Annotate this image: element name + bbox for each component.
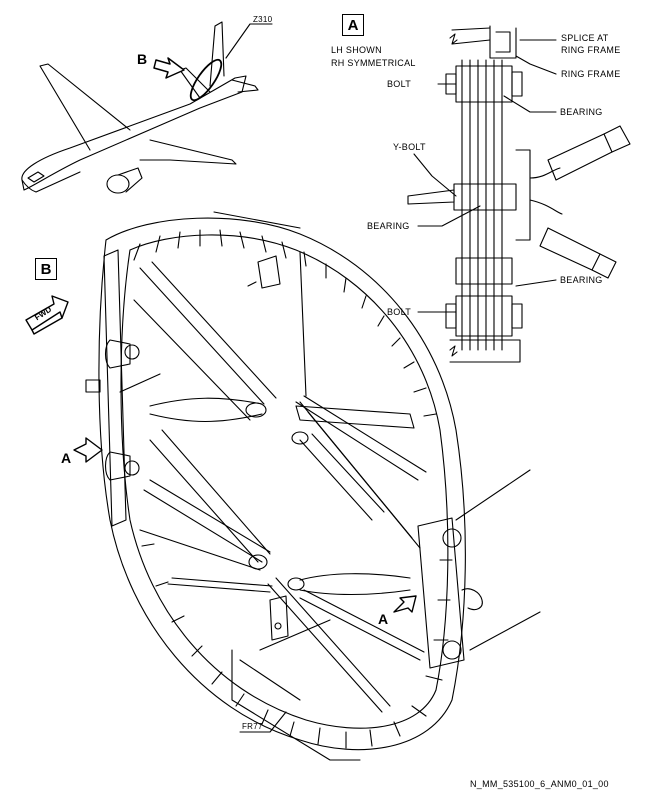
bolt-label-top: BOLT [387, 79, 412, 89]
rh-symmetrical-label: RH SYMMETRICAL [331, 58, 416, 68]
ring-frame-label-1: RING FRAME [561, 45, 621, 55]
aircraft-sketch [21, 21, 273, 194]
view-b-callout: B [137, 51, 148, 67]
view-a-box: A [342, 14, 364, 36]
drawing-id: N_MM_535100_6_ANM0_01_00 [470, 779, 609, 789]
splice-at-label: SPLICE AT [561, 33, 609, 43]
bearing-label-top: BEARING [560, 107, 603, 117]
bolt-label-low: BOLT [387, 307, 412, 317]
callout-a-right: A [378, 611, 389, 627]
detail-a-section [407, 25, 631, 363]
y-bolt-label: Y-BOLT [393, 142, 426, 152]
view-b-box: B [35, 258, 57, 280]
bearing-label-mid: BEARING [367, 221, 410, 231]
bulkhead-ring [73, 211, 541, 761]
bearing-label-low: BEARING [560, 275, 603, 285]
fwd-arrow-icon [25, 295, 69, 335]
zone-label: Z310 [253, 15, 273, 24]
lh-shown-label: LH SHOWN [331, 45, 382, 55]
callout-a-left: A [61, 450, 72, 466]
frame-label: FR77 [242, 722, 263, 731]
ring-frame-label-2: RING FRAME [561, 69, 621, 79]
